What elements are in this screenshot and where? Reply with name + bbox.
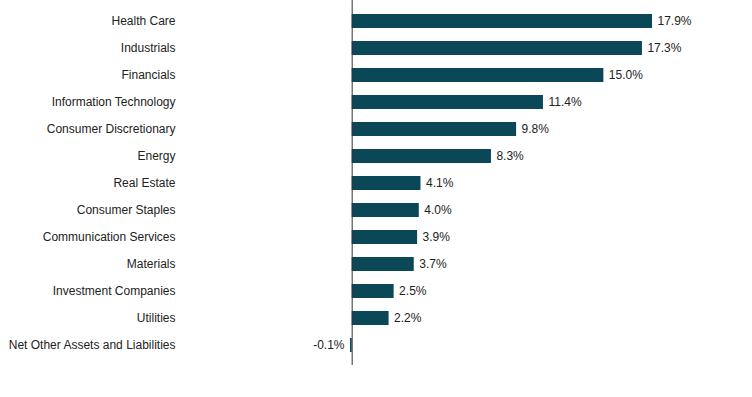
svg-text:3.9%: 3.9% (423, 230, 451, 244)
svg-text:17.3%: 17.3% (647, 41, 681, 55)
svg-text:Materials: Materials (127, 257, 176, 271)
svg-text:4.0%: 4.0% (424, 203, 452, 217)
svg-text:11.4%: 11.4% (548, 95, 581, 109)
svg-text:3.7%: 3.7% (419, 257, 447, 271)
svg-text:Utilities: Utilities (137, 311, 176, 325)
svg-text:Energy: Energy (137, 149, 175, 163)
svg-text:Net Other Assets and Liabiliti: Net Other Assets and Liabilities (9, 338, 176, 352)
svg-text:8.3%: 8.3% (496, 149, 524, 163)
svg-text:2.2%: 2.2% (394, 311, 422, 325)
svg-text:Communication Services: Communication Services (43, 230, 176, 244)
svg-text:15.0%: 15.0% (609, 68, 643, 82)
svg-text:-0.1%: -0.1% (313, 338, 345, 352)
svg-text:Real Estate: Real Estate (113, 176, 175, 190)
svg-text:Industrials: Industrials (121, 41, 176, 55)
svg-text:Investment Companies: Investment Companies (53, 284, 176, 298)
svg-text:Health Care: Health Care (111, 14, 175, 28)
svg-text:Information Technology: Information Technology (52, 95, 176, 109)
svg-text:17.9%: 17.9% (658, 14, 692, 28)
svg-text:Consumer Staples: Consumer Staples (77, 203, 176, 217)
svg-text:4.1%: 4.1% (426, 176, 454, 190)
svg-text:Consumer Discretionary: Consumer Discretionary (47, 122, 176, 136)
svg-text:Financials: Financials (121, 68, 175, 82)
svg-text:2.5%: 2.5% (399, 284, 427, 298)
svg-text:9.8%: 9.8% (522, 122, 550, 136)
